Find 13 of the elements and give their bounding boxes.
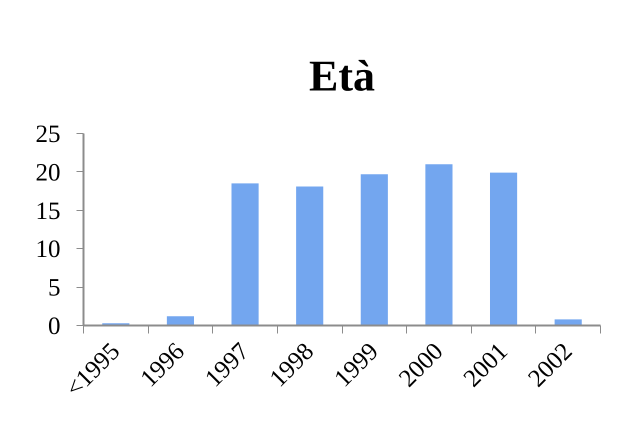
bar: [231, 183, 259, 326]
bar: [490, 172, 518, 326]
bar: [296, 186, 324, 326]
y-tick-label: 25: [36, 121, 60, 148]
bar: [360, 174, 388, 326]
y-tick-label: 20: [36, 159, 60, 186]
y-tick-label: 15: [36, 198, 60, 225]
x-tick-label: 1999: [329, 338, 384, 392]
y-tick-label: 5: [48, 274, 60, 302]
bar: [425, 164, 453, 326]
chart-title: Età: [309, 52, 375, 100]
y-tick-label: 0: [48, 313, 60, 340]
y-tick-label: 10: [36, 236, 60, 264]
